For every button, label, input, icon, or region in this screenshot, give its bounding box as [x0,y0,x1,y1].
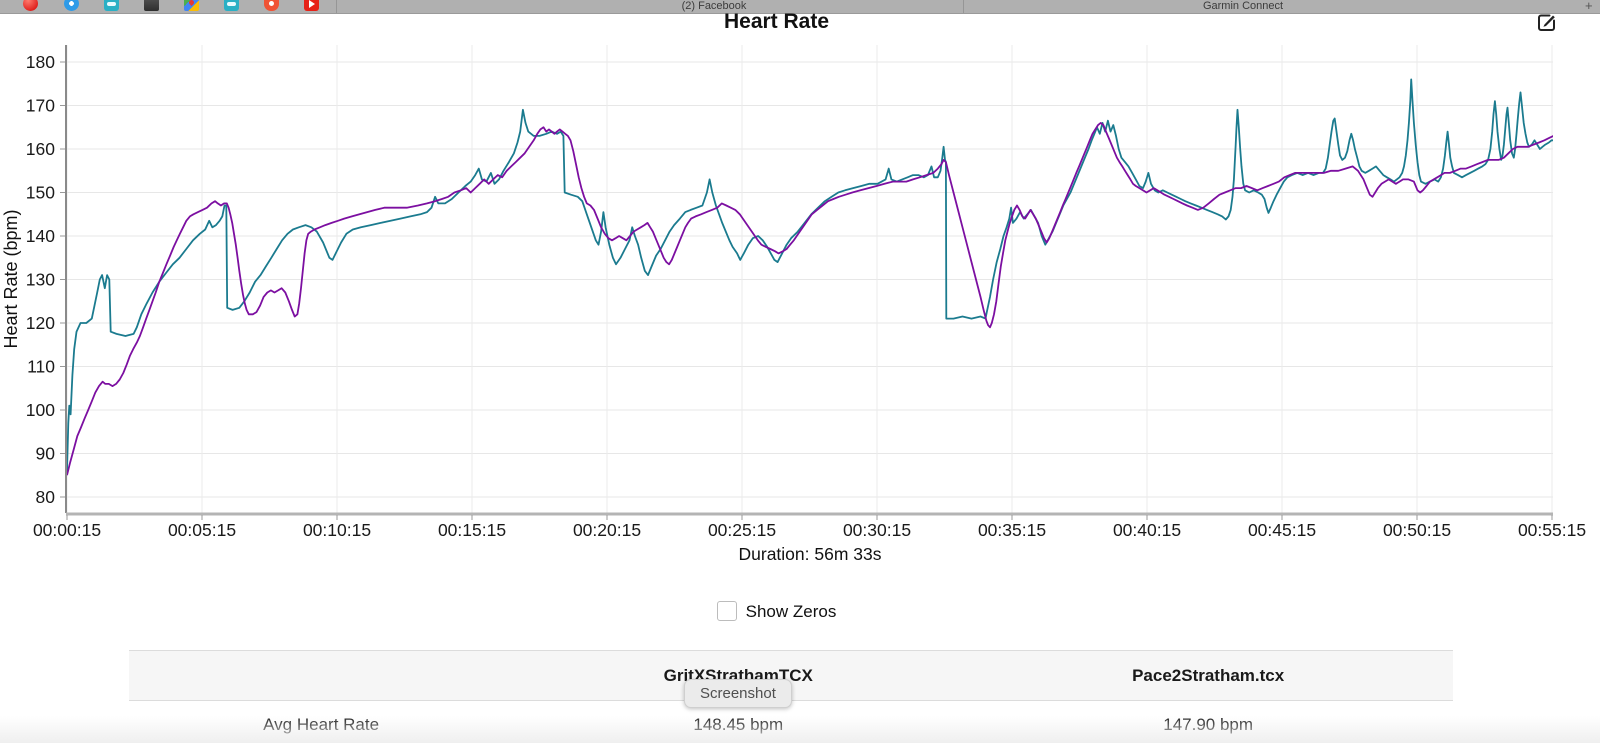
y-axis-title: Heart Rate (bpm) [1,209,21,348]
svg-text:00:30:15: 00:30:15 [843,520,911,540]
bottom-fade [0,716,1600,743]
svg-text:90: 90 [36,444,56,464]
x-tick-labels: 00:00:15 00:05:15 00:10:15 00:15:15 00:20:15… [33,515,1586,540]
y-tick-labels: 80 90 100 110 120 130 140 150 160 170 180 [26,52,65,507]
show-zeros-row: Show Zeros [0,601,1553,622]
svg-text:180: 180 [26,52,55,72]
svg-text:150: 150 [26,183,55,203]
svg-text:00:20:15: 00:20:15 [573,520,641,540]
svg-text:110: 110 [27,357,55,377]
show-zeros-label[interactable]: Show Zeros [746,602,837,621]
header-pace2-file: Pace2Stratham.tcx [963,651,1453,701]
svg-text:120: 120 [26,313,55,333]
svg-text:100: 100 [26,400,55,420]
svg-text:00:25:15: 00:25:15 [708,520,776,540]
svg-text:160: 160 [26,139,55,159]
svg-text:00:35:15: 00:35:15 [978,520,1046,540]
x-axis-title: Duration: 56m 33s [739,544,882,564]
svg-text:00:15:15: 00:15:15 [438,520,506,540]
svg-text:00:40:15: 00:40:15 [1113,520,1181,540]
show-zeros-checkbox[interactable] [717,601,737,621]
svg-text:00:05:15: 00:05:15 [168,520,236,540]
header-empty-cell [129,651,513,701]
svg-text:140: 140 [26,226,55,246]
svg-text:00:00:15: 00:00:15 [33,520,101,540]
svg-text:130: 130 [26,270,55,290]
svg-text:00:55:15: 00:55:15 [1518,520,1586,540]
svg-text:00:50:15: 00:50:15 [1383,520,1451,540]
svg-text:170: 170 [26,96,55,116]
svg-text:00:45:15: 00:45:15 [1248,520,1316,540]
screenshot-tooltip[interactable]: Screenshot [684,679,792,708]
svg-text:00:10:15: 00:10:15 [303,520,371,540]
svg-text:80: 80 [36,487,56,507]
